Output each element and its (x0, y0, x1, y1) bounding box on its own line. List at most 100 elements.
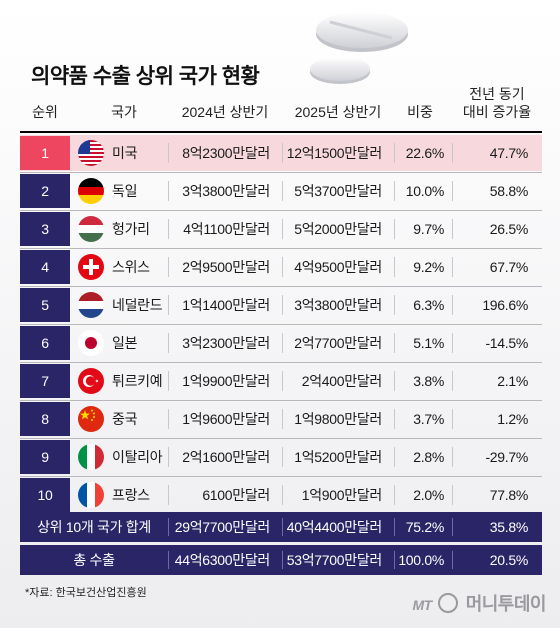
table-row: 4 스위스 2억9500만달러 4억9500만달러 9.2% 67.7% (20, 249, 542, 285)
value-2024: 2억1600만달러 (182, 449, 270, 465)
header-country: 국가 (111, 104, 137, 120)
column-divider (452, 409, 453, 429)
total-label: 상위 10개 국가 합계 (37, 519, 151, 535)
column-divider (168, 257, 169, 277)
rank-cell: 10 (20, 478, 70, 512)
table-row: 2 독일 3억3800만달러 5억3700만달러 10.0% 58.8% (20, 173, 542, 209)
column-divider (452, 181, 453, 201)
country-name: 일본 (112, 335, 138, 351)
publisher-logo: MT 머니투데이 (412, 590, 547, 614)
column-divider (168, 295, 169, 315)
header-share: 비중 (407, 104, 433, 120)
column-divider (394, 257, 395, 277)
column-divider (168, 447, 169, 467)
value-2024: 2억9500만달러 (182, 259, 270, 275)
hungary-flag-icon (78, 216, 104, 242)
turkey-flag-icon (78, 368, 104, 394)
share-value: 9.2% (413, 259, 444, 275)
column-divider (168, 371, 169, 391)
table-row: 9 이탈리아 2억1600만달러 1억5200만달러 2.8% -29.7% (20, 439, 542, 475)
usa-flag-icon (78, 140, 104, 166)
rank-cell: 5 (20, 288, 70, 322)
total-2024: 29억7700만달러 (174, 519, 271, 535)
logo-prefix: MT (412, 597, 432, 613)
value-2024: 3억3800만달러 (182, 183, 270, 199)
row-divider (20, 286, 542, 287)
rank-cell: 6 (20, 326, 70, 360)
value-2024: 3억2300만달러 (182, 335, 270, 351)
growth-value: 58.8% (489, 183, 529, 199)
value-2025: 4억9500만달러 (294, 259, 382, 275)
header-growth-line2: 대비 증가율 (462, 104, 532, 120)
column-divider (168, 181, 169, 201)
total-growth: 35.8% (489, 519, 529, 535)
row-divider (20, 210, 542, 211)
table-row: 3 헝가리 4억1100만달러 5억2000만달러 9.7% 26.5% (20, 211, 542, 247)
country-name: 미국 (112, 145, 138, 161)
column-divider (282, 518, 283, 536)
column-divider (452, 257, 453, 277)
switzerland-flag-icon (78, 254, 104, 280)
column-divider (394, 409, 395, 429)
growth-value: 1.2% (497, 411, 528, 427)
column-divider (168, 219, 169, 239)
column-divider (394, 371, 395, 391)
value-2024: 4억1100만달러 (183, 221, 270, 237)
header-growth-line1: 전년 동기 (469, 86, 525, 102)
row-divider (20, 438, 542, 439)
growth-value: 47.7% (489, 145, 529, 161)
column-divider (452, 485, 453, 505)
share-value: 22.6% (405, 145, 445, 161)
share-value: 6.3% (413, 297, 444, 313)
growth-value: 26.5% (489, 221, 529, 237)
grand-total-row: 총 수출 44억6300만달러 53억7700만달러 100.0% 20.5% (20, 545, 542, 575)
row-divider (20, 362, 542, 363)
column-divider (282, 485, 283, 505)
netherlands-flag-icon (78, 292, 104, 318)
table-row: 5 네덜란드 1억1400만달러 3억3800만달러 6.3% 196.6% (20, 287, 542, 323)
growth-value: 2.1% (497, 373, 528, 389)
value-2025: 2억7700만달러 (294, 335, 382, 351)
total-growth: 20.5% (489, 552, 529, 568)
source-note: *자료: 한국보건산업진흥원 (25, 587, 147, 599)
value-2024: 1억9600만달러 (182, 411, 270, 427)
logo-circle-icon (438, 593, 459, 613)
total-2025: 53억7700만달러 (286, 552, 383, 568)
column-divider (168, 143, 169, 163)
column-divider (282, 447, 283, 467)
growth-value: 77.8% (489, 487, 529, 503)
header-2024: 2024년 상반기 (181, 104, 269, 120)
column-divider (452, 295, 453, 315)
column-divider (282, 333, 283, 353)
column-divider (394, 333, 395, 353)
column-divider (452, 551, 453, 569)
column-divider (168, 518, 169, 536)
rank-cell: 4 (20, 250, 70, 284)
row-divider (20, 324, 542, 325)
value-2025: 5억2000만달러 (294, 221, 382, 237)
country-name: 튀르키예 (112, 373, 163, 389)
rank-cell: 2 (20, 174, 70, 208)
table-row: 10 프랑스 6100만달러 1억900만달러 2.0% 77.8% (20, 477, 542, 513)
pills-illustration (310, 12, 408, 84)
total-2025: 40억4400만달러 (286, 519, 383, 535)
growth-value: 67.7% (489, 259, 529, 275)
table-header: 순위 국가 2024년 상반기 2025년 상반기 비중 전년 동기 대비 증가… (20, 86, 542, 132)
value-2025: 1억900만달러 (301, 487, 383, 503)
column-divider (394, 447, 395, 467)
column-divider (394, 219, 395, 239)
row-divider (20, 476, 542, 477)
table-row: 6 일본 3억2300만달러 2억7700만달러 5.1% -14.5% (20, 325, 542, 361)
value-2024: 1억9900만달러 (182, 373, 270, 389)
column-divider (394, 295, 395, 315)
france-flag-icon (78, 482, 104, 508)
logo-name: 머니투데이 (465, 594, 547, 614)
country-name: 이탈리아 (112, 449, 163, 465)
value-2025: 1억9800만달러 (294, 411, 382, 427)
header-2025: 2025년 상반기 (294, 104, 382, 120)
column-divider (452, 143, 453, 163)
share-value: 2.8% (413, 449, 444, 465)
page-title: 의약품 수출 상위 국가 현황 (31, 65, 260, 88)
share-value: 9.7% (413, 221, 444, 237)
value-2025: 5억3700만달러 (294, 183, 382, 199)
